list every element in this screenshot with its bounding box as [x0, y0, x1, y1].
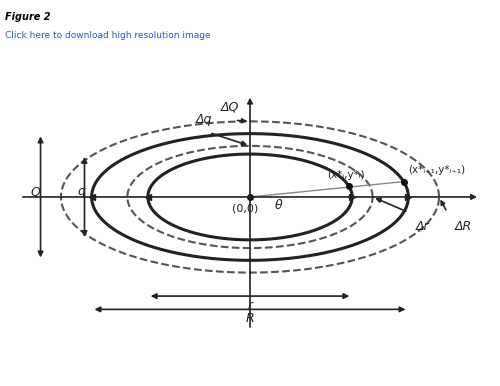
Text: (x*ᵢ₊₁,y*ᵢ₊₁): (x*ᵢ₊₁,y*ᵢ₊₁): [408, 166, 465, 176]
Text: Δq: Δq: [196, 113, 212, 127]
Text: (0,0): (0,0): [232, 203, 258, 213]
Text: θ: θ: [275, 199, 282, 212]
Text: Click here to download high resolution image: Click here to download high resolution i…: [5, 31, 210, 40]
Text: Figure 2: Figure 2: [5, 12, 51, 22]
Text: R: R: [246, 312, 254, 325]
Text: ΔR: ΔR: [454, 220, 471, 234]
Text: (x*ᵢ,y*ᵢ): (x*ᵢ,y*ᵢ): [327, 170, 364, 180]
Text: r: r: [248, 299, 252, 312]
Text: Q: Q: [30, 185, 40, 198]
Text: q: q: [78, 185, 86, 198]
Text: ΔQ: ΔQ: [220, 100, 239, 113]
Text: Δr: Δr: [416, 220, 429, 234]
